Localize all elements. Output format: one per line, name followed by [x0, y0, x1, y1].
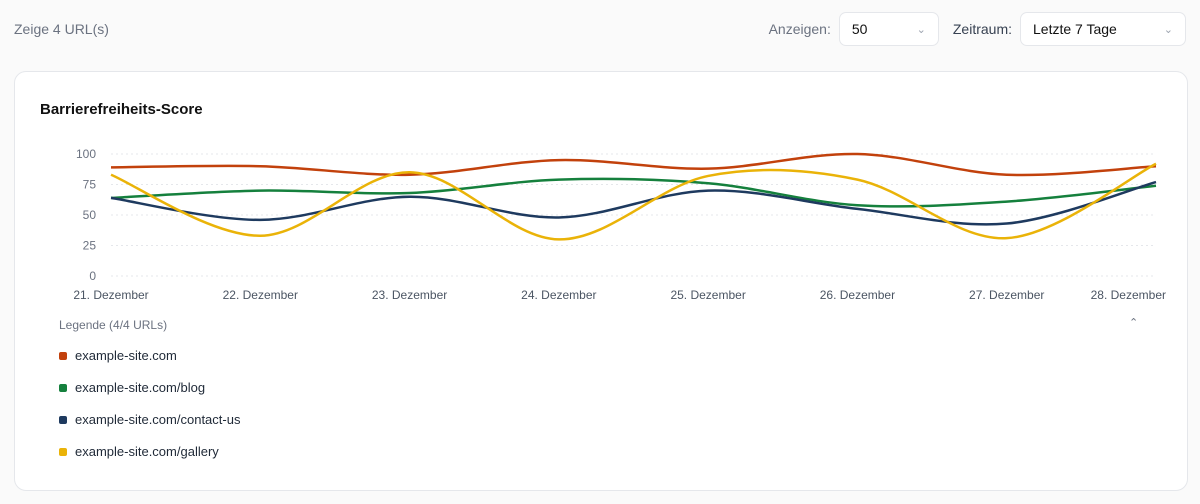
legend-label: example-site.com — [75, 348, 177, 363]
legend-item[interactable]: example-site.com/blog — [59, 380, 205, 395]
y-tick-label: 25 — [83, 239, 97, 253]
legend-swatch — [59, 415, 67, 424]
series-line — [110, 180, 1157, 226]
legend-title: Legende (4/4 URLs) — [59, 318, 168, 332]
x-tick-label: 24. Dezember — [521, 288, 596, 302]
legend-label: example-site.com/contact-us — [75, 412, 241, 427]
url-count: Zeige 4 URL(s) — [14, 21, 109, 37]
page-size-value: 50 — [851, 21, 868, 37]
legend-swatch — [59, 383, 67, 392]
y-tick-label: 75 — [83, 178, 97, 192]
x-tick-label: 27. Dezember — [969, 288, 1044, 302]
series-line — [110, 152, 1157, 177]
chevron-down-icon: ⌄ — [916, 23, 926, 36]
legend-item[interactable]: example-site.com — [59, 348, 177, 363]
y-tick-label: 50 — [83, 208, 97, 222]
x-tick-label: 26. Dezember — [820, 288, 895, 302]
x-tick-label: 21. Dezember — [73, 288, 148, 302]
period-value: Letzte 7 Tage — [1033, 21, 1117, 37]
toolbar: Zeige 4 URL(s) Anzeigen: 50 ⌄ Zeitraum: … — [14, 10, 1186, 48]
legend-item[interactable]: example-site.com/contact-us — [59, 412, 240, 427]
y-tick-label: 100 — [76, 147, 96, 161]
chart-title: Barrierefreiheits-Score — [40, 101, 203, 118]
page-size-select[interactable]: 50 ⌄ — [838, 12, 939, 46]
series-line — [110, 162, 1157, 241]
y-tick-label: 0 — [89, 269, 96, 283]
x-tick-label: 23. Dezember — [372, 288, 447, 302]
chart-card: Barrierefreiheits-Score 0 25 50 75 100 21. De… — [14, 71, 1188, 491]
legend-label: example-site.com/gallery — [75, 444, 219, 459]
x-tick-label: 22. Dezember — [223, 288, 298, 302]
legend-label: example-site.com/blog — [75, 380, 206, 395]
line-chart: 0 25 50 75 100 21. Dezember 22. Dezember 23. De… — [73, 147, 1166, 302]
legend-swatch — [59, 447, 67, 456]
series-line — [110, 177, 1157, 208]
x-tick-label: 28. Dezember — [1091, 288, 1166, 302]
legend-swatch — [59, 351, 67, 360]
period-select[interactable]: Letzte 7 Tage ⌄ — [1020, 12, 1186, 46]
x-tick-label: 25. Dezember — [670, 288, 745, 302]
show-label: Anzeigen: — [768, 21, 831, 37]
chevron-down-icon: ⌄ — [1163, 23, 1173, 36]
chevron-up-icon[interactable]: ⌃ — [1129, 317, 1139, 329]
legend-item[interactable]: example-site.com/gallery — [59, 444, 219, 459]
period-label: Zeitraum: — [952, 21, 1012, 37]
